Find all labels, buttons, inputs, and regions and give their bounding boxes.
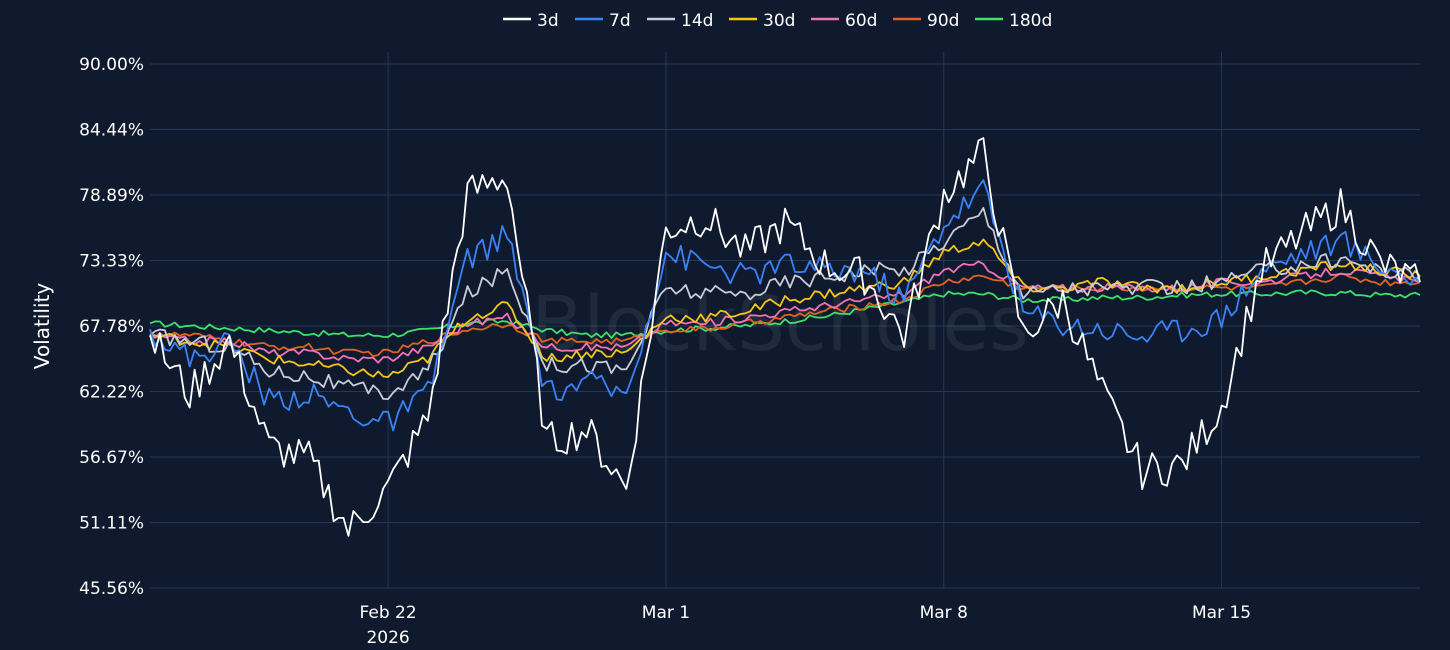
y-tick-label: 67.78% <box>79 317 144 337</box>
x-tick-label: Feb 22 <box>360 603 417 623</box>
x-tick-sublabel: 2026 <box>366 628 409 648</box>
y-tick-label: 51.11% <box>79 514 144 534</box>
y-tick-label: 73.33% <box>79 252 144 272</box>
series-line-180d <box>149 289 1421 339</box>
y-axis-title: Volatility <box>30 283 54 370</box>
series-line-3d <box>149 137 1421 537</box>
series-line-90d <box>149 272 1421 358</box>
y-tick-label: 45.56% <box>79 579 144 599</box>
series-line-7d <box>149 179 1421 432</box>
grid <box>150 52 1420 589</box>
legend-label-30d[interactable]: 30d <box>763 11 795 31</box>
legend-label-14d[interactable]: 14d <box>681 11 713 31</box>
legend-label-180d[interactable]: 180d <box>1009 11 1052 31</box>
series-line-14d <box>149 206 1421 400</box>
legend: 3d 7d 14d 30d 60d 90d 180d <box>503 11 1052 31</box>
legend-label-90d[interactable]: 90d <box>927 11 959 31</box>
legend-label-3d[interactable]: 3d <box>537 11 559 31</box>
y-tick-label: 56.67% <box>79 448 144 468</box>
y-axis: 45.56% 51.11% 56.67% 62.22% 67.78% 73.33% 78.8… <box>79 55 144 599</box>
x-axis: Feb 22 2026 Mar 1 Mar 8 Mar 15 <box>360 603 1252 648</box>
x-tick-label: Mar 1 <box>642 603 690 623</box>
y-tick-label: 90.00% <box>79 55 144 75</box>
x-tick-label: Mar 8 <box>920 603 968 623</box>
series-lines <box>149 137 1421 537</box>
y-tick-label: 62.22% <box>79 383 144 403</box>
x-tick-label: Mar 15 <box>1192 603 1251 623</box>
y-tick-label: 78.89% <box>79 186 144 206</box>
legend-label-7d[interactable]: 7d <box>609 11 631 31</box>
y-tick-label: 84.44% <box>79 121 144 141</box>
legend-label-60d[interactable]: 60d <box>845 11 877 31</box>
